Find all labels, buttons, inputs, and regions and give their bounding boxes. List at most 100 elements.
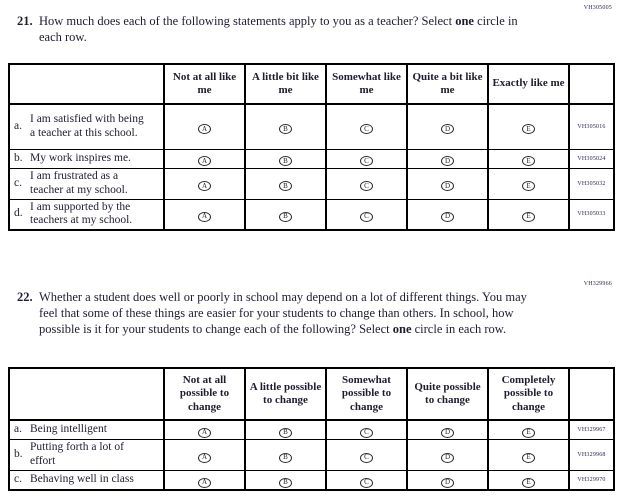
statement-cell: b. My work inspires me. [8,148,165,169]
row-letter: c. [14,473,22,486]
column-header: A little bit like me [244,63,327,105]
question-22-text-bold: one [392,322,412,336]
answer-circle-d[interactable]: D [441,427,454,438]
answer-circle-e[interactable]: E [522,156,535,166]
column-header: Somewhat possible to change [325,367,408,421]
item-code: VH305033 [568,198,615,231]
statement-text: I am satisfied with being a teacher at t… [30,113,144,139]
row-letter: a. [14,423,22,436]
answer-circle-b[interactable]: B [279,427,292,438]
answer-circle-b[interactable]: B [279,211,292,222]
table-header-row: Not at all possible to change A little p… [8,367,615,421]
answer-circle-d[interactable]: D [441,211,454,222]
answer-circle-e[interactable]: E [522,452,535,463]
header-empty-cell [8,367,165,421]
table-row: c. Behaving well in class A B C D E VH329… [8,470,615,491]
answer-circle-b[interactable]: B [279,477,292,488]
statement-text: My work inspires me. [30,151,131,164]
answer-circle-c[interactable]: C [360,211,373,222]
answer-circle-a[interactable]: A [198,477,211,488]
item-code: VH305032 [568,167,615,200]
table-row: b. Putting forth a lot of effort A B C D … [8,439,615,471]
answer-circle-d[interactable]: D [441,156,454,166]
question-21: 21. How much does each of the following … [17,13,539,45]
answer-circle-d[interactable]: D [441,181,454,191]
answer-circle-a[interactable]: A [198,181,211,191]
question-21-number: 21. [17,14,33,28]
column-header: Quite a bit like me [406,63,489,105]
answer-circle-a[interactable]: A [198,427,211,438]
question-22: 22. Whether a student does well or poorl… [17,289,539,337]
answer-circle-a[interactable]: A [198,156,211,166]
answer-circle-c[interactable]: C [360,124,373,135]
statement-text: I am supported by the teachers at my sch… [30,200,133,227]
question-21-text: How much does each of the following stat… [39,13,539,45]
row-letter: a. [14,119,22,132]
answer-circle-d[interactable]: D [441,124,454,135]
question-22-text-pre: Whether a student does well or poorly in… [39,290,527,336]
question-22-text: Whether a student does well or poorly in… [39,289,539,337]
answer-circle-d[interactable]: D [441,452,454,463]
answer-circle-e[interactable]: E [522,211,535,222]
question-21-text-bold: one [455,14,474,28]
answer-circle-b[interactable]: B [279,452,292,463]
answer-circle-a[interactable]: A [198,452,211,463]
answer-circle-a[interactable]: A [198,211,211,222]
statement-cell: c. I am frustrated as a teacher at my sch… [8,167,165,200]
statement-cell: c. Behaving well in class [8,470,165,491]
column-header: Completely possible to change [487,367,570,421]
item-code: VH329970 [568,470,615,491]
statement-cell: a. Being intelligent [8,419,165,440]
column-header: Exactly like me [487,63,570,105]
answer-circle-c[interactable]: C [360,477,373,488]
form-code-q22: VH329966 [583,281,612,287]
header-code-cell [568,367,615,421]
statement-text: Being intelligent [30,423,107,436]
header-empty-cell [8,63,165,105]
header-code-cell [568,63,615,105]
column-header: Not at all possible to change [163,367,246,421]
question-21-table: Not at all like me A little bit like me … [8,63,615,231]
question-21-text-post: circle in each row. [39,14,518,44]
statement-text: Putting forth a lot of effort [30,441,124,467]
form-code-q21: VH305005 [583,5,612,11]
answer-circle-b[interactable]: B [279,181,292,191]
row-letter: d. [14,207,23,220]
item-code: VH305016 [568,103,615,150]
statement-cell: d. I am supported by the teachers at my s… [8,198,165,231]
answer-circle-c[interactable]: C [360,156,373,166]
answer-circle-b[interactable]: B [279,124,292,135]
row-letter: c. [14,176,22,189]
table-row: a. Being intelligent A B C D E VH329967 [8,419,615,440]
answer-circle-b[interactable]: B [279,156,292,166]
question-22-table: Not at all possible to change A little p… [8,367,615,491]
statement-text: Behaving well in class [30,473,134,486]
question-22-number: 22. [17,290,33,304]
table-row: b. My work inspires me. A B C D E VH30502… [8,148,615,169]
answer-circle-c[interactable]: C [360,181,373,191]
column-header: Not at all like me [163,63,246,105]
item-code: VH305024 [568,148,615,169]
answer-circle-c[interactable]: C [360,452,373,463]
question-22-text-post: circle in each row. [411,322,507,336]
answer-circle-c[interactable]: C [360,427,373,438]
question-21-text-pre: How much does each of the following stat… [39,14,456,28]
answer-circle-e[interactable]: E [522,181,535,191]
table-header-row: Not at all like me A little bit like me … [8,63,615,105]
table-row: a. I am satisfied with being a teacher at… [8,103,615,150]
answer-circle-e[interactable]: E [522,124,535,135]
item-code: VH329967 [568,419,615,440]
column-header: Quite possible to change [406,367,489,421]
answer-circle-d[interactable]: D [441,477,454,488]
row-letter: b. [14,151,23,164]
item-code: VH329968 [568,439,615,471]
answer-circle-e[interactable]: E [522,477,535,488]
statement-text: I am frustrated as a teacher at my schoo… [30,169,128,196]
table-row: c. I am frustrated as a teacher at my sch… [8,167,615,200]
row-letter: b. [14,448,23,461]
statement-cell: a. I am satisfied with being a teacher at… [8,103,165,150]
answer-circle-e[interactable]: E [522,427,535,438]
column-header: Somewhat like me [325,63,408,105]
answer-circle-a[interactable]: A [198,124,211,135]
